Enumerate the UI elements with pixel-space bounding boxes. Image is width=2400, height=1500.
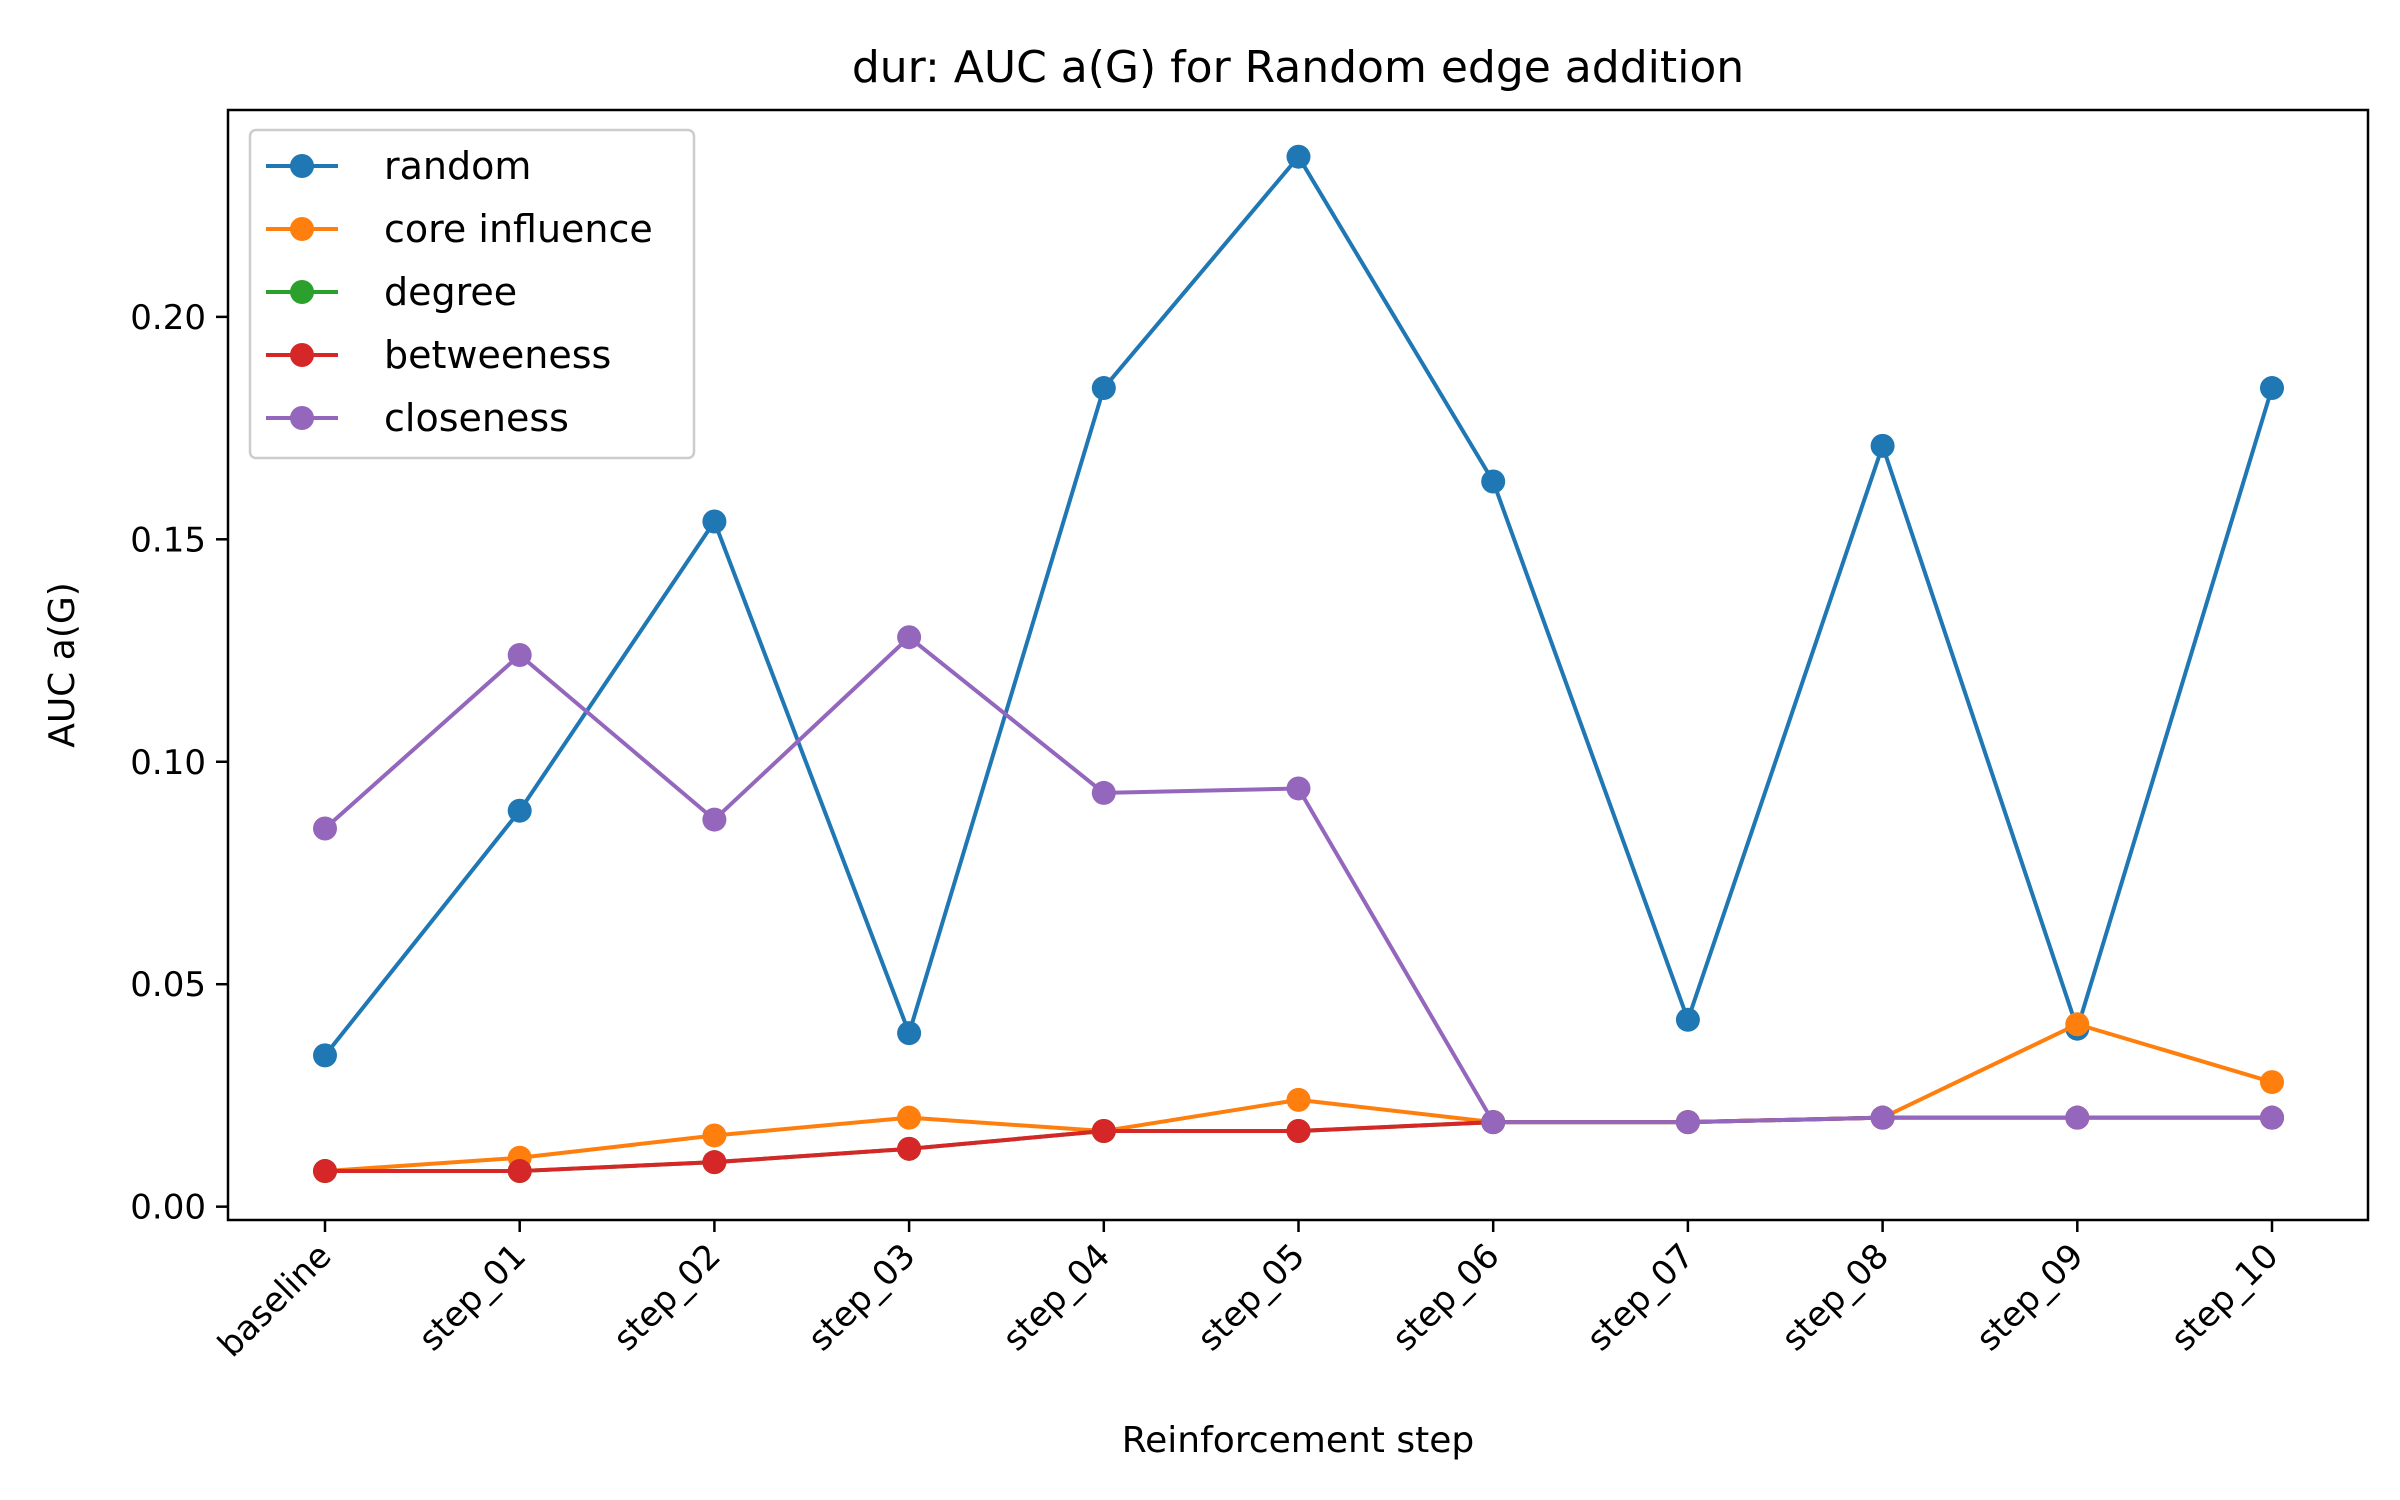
data-point — [702, 509, 727, 534]
x-tick-label: step_02 — [606, 1236, 729, 1359]
x-tick-label: step_10 — [2163, 1236, 2286, 1359]
data-point — [507, 1159, 532, 1184]
data-point — [1286, 144, 1311, 169]
legend-item: random — [266, 144, 531, 188]
data-point — [1091, 780, 1116, 805]
legend-marker — [290, 406, 314, 430]
data-point — [313, 1159, 337, 1184]
legend-marker — [290, 154, 314, 178]
data-point — [1870, 433, 1895, 458]
series-closeness — [313, 625, 2284, 1135]
y-axis-label: AUC a(G) — [42, 582, 83, 748]
data-point — [2065, 1012, 2090, 1037]
data-point — [1286, 1119, 1311, 1144]
chart-title: dur: AUC a(G) for Random edge addition — [852, 42, 1744, 93]
x-tick-label: step_03 — [801, 1236, 924, 1359]
data-point — [2260, 1070, 2284, 1095]
legend-marker — [290, 217, 314, 241]
x-tick-label: step_01 — [411, 1236, 534, 1359]
y-axis: 0.00 0.05 0.10 0.15 0.20 — [130, 298, 228, 1228]
legend-marker — [290, 343, 314, 367]
data-point — [1091, 376, 1116, 401]
data-point — [507, 798, 532, 823]
x-tick-label: step_08 — [1774, 1236, 1897, 1359]
legend: random core influence degree betweeness clos… — [248, 128, 696, 460]
data-point — [313, 1043, 337, 1068]
y-tick-label: 0.05 — [130, 965, 206, 1005]
plot-area — [313, 144, 2284, 1184]
data-point — [313, 816, 337, 841]
data-point — [2260, 1105, 2284, 1130]
x-tick-label: baseline — [210, 1236, 339, 1365]
legend-item: core influence — [266, 207, 653, 251]
data-point — [1091, 1119, 1116, 1144]
legend-item: betweeness — [266, 333, 611, 377]
legend-label: random — [384, 144, 531, 188]
data-point — [702, 807, 727, 832]
x-tick-label: step_09 — [1969, 1236, 2092, 1359]
y-tick-label: 0.00 — [130, 1188, 206, 1228]
series-random — [313, 144, 2284, 1068]
legend-label: core influence — [384, 207, 653, 251]
legend-label: closeness — [384, 396, 569, 440]
legend-item: degree — [266, 270, 517, 314]
data-point — [1286, 776, 1311, 801]
x-tick-label: step_06 — [1385, 1236, 1508, 1359]
data-point — [1870, 1105, 1895, 1130]
x-axis-label: Reinforcement step — [1122, 1420, 1474, 1461]
data-point — [1481, 469, 1506, 494]
data-point — [897, 625, 922, 650]
series-line — [323, 635, 2272, 1125]
data-point — [702, 1150, 727, 1175]
legend-label: degree — [384, 270, 517, 314]
legend-item: closeness — [266, 396, 569, 440]
x-tick-label: step_04 — [995, 1236, 1118, 1359]
data-point — [2260, 376, 2284, 401]
x-tick-label: step_05 — [1190, 1236, 1313, 1359]
data-point — [1675, 1007, 1700, 1032]
legend-box — [248, 128, 696, 460]
y-tick-label: 0.20 — [130, 298, 206, 338]
data-point — [897, 1136, 922, 1161]
data-point — [2065, 1105, 2090, 1130]
x-tick-label: step_07 — [1579, 1236, 1702, 1359]
y-tick-label: 0.15 — [130, 520, 206, 560]
series-core-influence — [313, 1012, 2284, 1184]
legend-marker — [290, 280, 314, 304]
data-point — [1286, 1087, 1311, 1112]
data-point — [897, 1105, 922, 1130]
legend-label: betweeness — [384, 333, 611, 377]
data-point — [702, 1123, 727, 1148]
y-tick-label: 0.10 — [130, 743, 206, 783]
data-point — [1481, 1110, 1506, 1135]
x-axis: baseline step_01 step_02 step_03 step_04 step… — [210, 1220, 2286, 1365]
data-point — [507, 642, 532, 667]
data-point — [897, 1021, 922, 1046]
data-point — [1675, 1110, 1700, 1135]
